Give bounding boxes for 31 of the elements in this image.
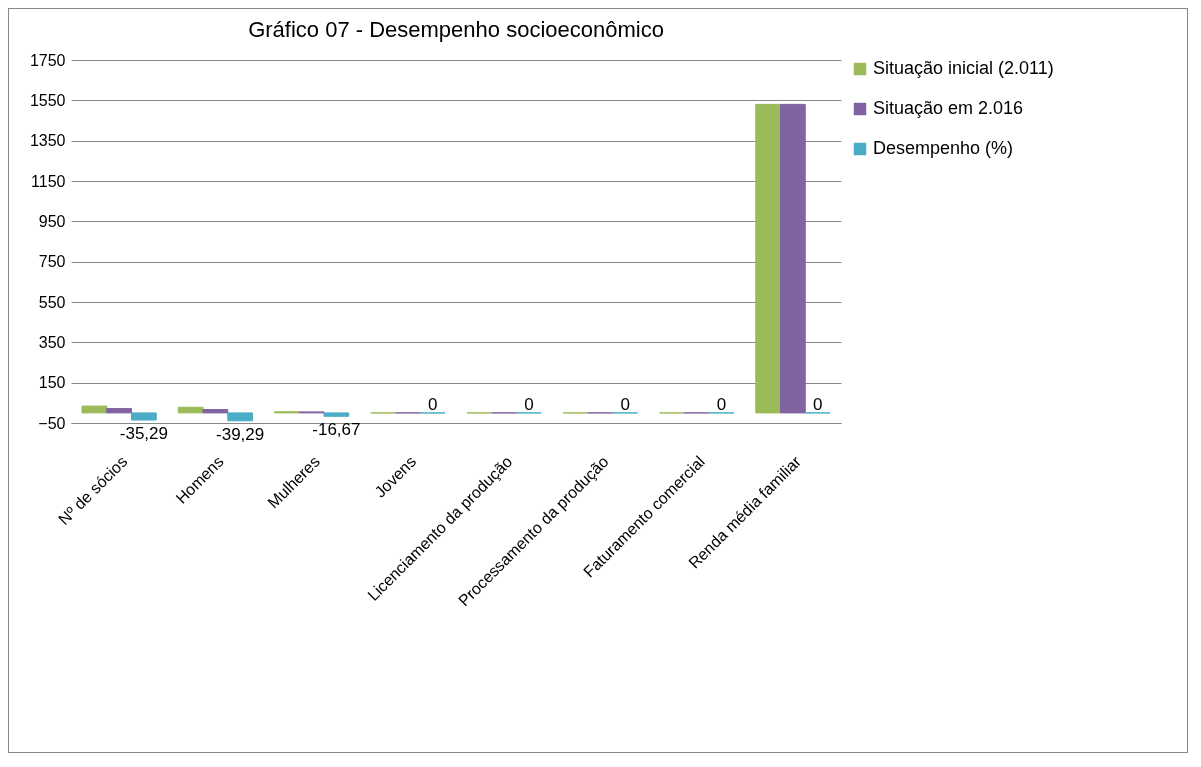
y-tick-label: 950 <box>38 212 66 230</box>
y-tick-label: 350 <box>38 333 66 351</box>
data-label: -35,29 <box>119 424 168 444</box>
bar <box>323 412 350 417</box>
bar <box>131 412 157 421</box>
legend-label: Situação inicial (2.011) <box>873 58 1054 78</box>
y-tick-label: 1350 <box>29 132 66 150</box>
bar <box>106 407 132 414</box>
data-label: 0 <box>716 394 727 414</box>
bar <box>780 103 806 414</box>
bar <box>755 103 781 414</box>
y-tick-label: 750 <box>38 253 66 271</box>
bar <box>202 408 229 414</box>
bar <box>227 412 253 422</box>
y-tick-label: 1150 <box>31 172 66 190</box>
y-tick-label: −50 <box>38 414 66 432</box>
y-tick-label: 1750 <box>29 51 66 69</box>
data-label: 0 <box>812 394 823 414</box>
bar <box>81 405 108 414</box>
legend-label: Desempenho (%) <box>873 138 1014 158</box>
y-tick-label: 550 <box>38 293 66 311</box>
chart-title: Gráfico 07 - Desempenho socioeconômico <box>248 17 664 42</box>
data-label: 0 <box>620 394 630 414</box>
bar <box>177 406 204 414</box>
data-label: 0 <box>427 394 438 414</box>
data-label: -16,67 <box>312 420 361 440</box>
legend-label: Situação em 2.016 <box>873 98 1024 118</box>
y-tick-label: 1550 <box>29 91 66 109</box>
data-label: -39,29 <box>216 424 265 444</box>
data-label: 0 <box>524 394 534 414</box>
y-tick-label: 150 <box>38 374 66 392</box>
